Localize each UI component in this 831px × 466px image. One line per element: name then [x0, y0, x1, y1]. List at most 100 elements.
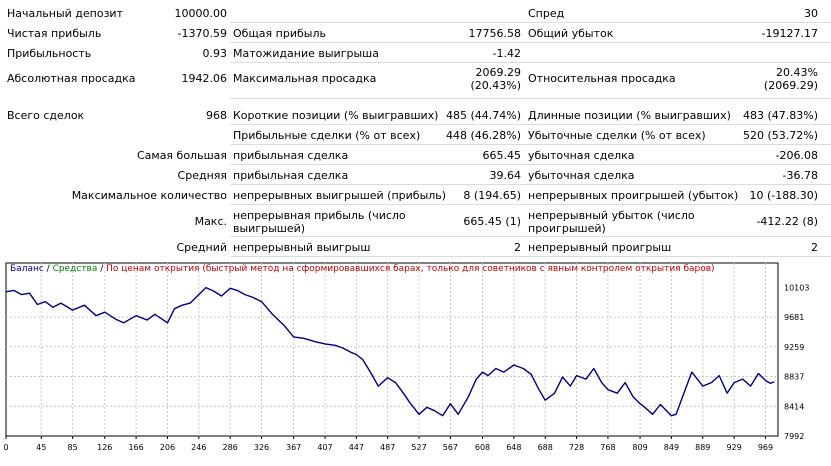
- x-tick-label: 809: [632, 443, 647, 452]
- row-separator: [230, 184, 831, 185]
- report-cell: 1942.06: [181, 72, 228, 85]
- report-cell: непрерывная прибыль (число: [233, 209, 406, 222]
- balance-chart-panel: 10103 9681 9259 8837 8414 7992 0 45 85 126 166 206 2…: [0, 260, 831, 463]
- report-cell: 2: [811, 241, 818, 254]
- x-tick-label: 849: [664, 443, 679, 452]
- x-tick-label: 648: [506, 443, 521, 452]
- x-tick-label: 889: [695, 443, 710, 452]
- report-cell: убыточная сделка: [528, 169, 635, 182]
- report-cell: 2: [514, 241, 521, 254]
- x-tick-label: 126: [97, 443, 112, 452]
- y-tick-label: 7992: [784, 432, 804, 441]
- report-cell: 2069.29: [475, 66, 522, 79]
- x-tick-label: 85: [68, 443, 78, 452]
- report-cell: 520 (53.72%): [742, 129, 818, 142]
- report-cell: Самая большая: [136, 149, 227, 162]
- report-cell: Максимальное количество: [71, 189, 227, 202]
- report-cell: выигрышей): [233, 222, 306, 235]
- report-cell: 483 (47.83%): [742, 109, 818, 122]
- y-tick-label: 10103: [784, 283, 809, 292]
- report-cell: Спред: [528, 7, 565, 20]
- report-cell: Макс.: [194, 215, 227, 228]
- report-cell: Чистая прибыль: [7, 27, 102, 40]
- x-tick-label: 246: [191, 443, 206, 452]
- plot-frame: [5, 262, 779, 437]
- report-cell: проигрышей): [528, 222, 606, 235]
- report-cell: Начальный депозит: [7, 7, 123, 20]
- x-tick-label: 286: [223, 443, 238, 452]
- report-cell: прибыльная сделка: [233, 149, 349, 162]
- y-tick-label: 9259: [784, 343, 804, 352]
- report-cell: непрерывный выигрыш: [233, 241, 371, 254]
- x-tick-label: 0: [3, 443, 8, 452]
- chart-legend: Баланс / Средства / По ценам открытия (б…: [10, 264, 715, 275]
- x-tick-label: 407: [317, 443, 332, 452]
- report-cell: -1370.59: [177, 27, 227, 40]
- x-tick-label: 487: [380, 443, 395, 452]
- report-cell: 485 (44.74%): [445, 109, 521, 122]
- legend-slash-1: /: [43, 264, 53, 274]
- legend-equity: Средства: [52, 264, 98, 274]
- y-tick-label: 9681: [784, 313, 804, 322]
- report-panel: Начальный депозит 10000.00 Спред 30 Чистая п…: [7, 7, 831, 257]
- x-tick-label: 567: [443, 443, 458, 452]
- report-cell: 665.45 (1): [463, 215, 521, 228]
- row-separator: [230, 236, 831, 237]
- report-cell: Всего сделок: [7, 109, 85, 122]
- y-tick-label: 8414: [784, 402, 804, 411]
- report-cell: непрерывный убыток (число: [528, 209, 695, 222]
- report-cell: Средняя: [177, 169, 227, 182]
- report-cell: непрерывный проигрыш: [528, 241, 672, 254]
- report-cell: 0.93: [202, 47, 228, 60]
- y-tick-label: 8837: [784, 372, 804, 381]
- report-cell: 17756.58: [468, 27, 522, 40]
- x-tick-label: 608: [475, 443, 490, 452]
- legend-balance: Баланс: [10, 264, 44, 274]
- report-cell: -36.78: [782, 169, 818, 182]
- x-tick-label: 929: [726, 443, 741, 452]
- report-cell: -1.42: [492, 47, 521, 60]
- x-tick-label: 166: [128, 443, 143, 452]
- report-cell: 968: [206, 109, 227, 122]
- row-separator: [230, 256, 831, 257]
- report-cell: Относительная просадка: [528, 72, 676, 85]
- x-tick-label: 367: [286, 443, 301, 452]
- report-cell: непрерывных выигрышей (прибыль): [233, 189, 447, 202]
- report-cell: 10000.00: [174, 7, 228, 20]
- report-cell: (2069.29): [763, 79, 818, 92]
- report-cell: -412.22 (8): [756, 215, 818, 228]
- x-tick-label: 447: [349, 443, 364, 452]
- report-cell: Короткие позиции (% выигравших): [233, 109, 439, 122]
- legend-slash-2: /: [97, 264, 107, 274]
- report-cell: непрерывных проигрышей (убыток): [528, 189, 739, 202]
- x-tick-label: 527: [411, 443, 426, 452]
- report-cell: Средний: [176, 241, 227, 254]
- x-tick-label: 326: [254, 443, 269, 452]
- report-cell: 10 (-188.30): [749, 189, 818, 202]
- report-cell: 30: [804, 7, 818, 20]
- report-cell: -19127.17: [761, 27, 818, 40]
- row-separator: [230, 144, 831, 145]
- report-cell: 39.64: [489, 169, 522, 182]
- x-tick-label: 768: [600, 443, 615, 452]
- report-cell: Максимальная просадка: [233, 72, 377, 85]
- legend-mode: По ценам открытия (быстрый метод на сфор…: [106, 264, 715, 274]
- x-tick-label: 688: [538, 443, 553, 452]
- report-cell: 8 (194.65): [463, 189, 521, 202]
- report-cell: Общий убыток: [528, 27, 614, 40]
- row-separator: [230, 98, 831, 99]
- x-tick-label: 728: [569, 443, 584, 452]
- row-separator: [230, 164, 831, 165]
- x-tick-label: 969: [758, 443, 773, 452]
- row-separator: [230, 204, 831, 205]
- x-tick-label: 206: [160, 443, 175, 452]
- report-cell: Общая прибыль: [233, 27, 326, 40]
- report-cell: 20.43%: [776, 66, 818, 79]
- report-cell: (20.43%): [470, 79, 521, 92]
- balance-chart: 10103 9681 9259 8837 8414 7992 0 45 85 126 166 206 2…: [3, 262, 809, 452]
- report-cell: Длинные позиции (% выигравших): [528, 109, 731, 122]
- report-cell: Прибыльные сделки (% от всех): [233, 129, 421, 142]
- report-cell: 448 (46.28%): [445, 129, 521, 142]
- report-cell: Матожидание выигрыша: [233, 47, 379, 60]
- balance-series-line: [5, 286, 775, 417]
